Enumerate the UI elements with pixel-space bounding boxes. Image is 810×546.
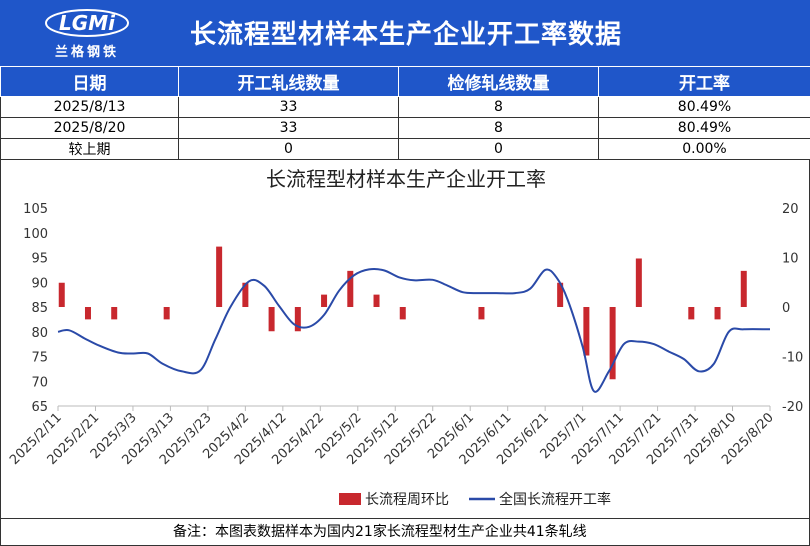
column-header: 开工轧线数量 [178,66,399,97]
bar-week-change [216,246,223,307]
bar-week-change [84,307,91,320]
chart-title: 长流程型材样本生产企业开工率 [266,167,546,191]
bar-week-change [347,270,354,307]
bar-week-change [321,294,328,307]
y-left-tick-label: 65 [31,400,48,415]
table-row: 2025/8/13 33 8 80.49% [0,96,810,118]
y-right-tick-label: -20 [782,400,803,415]
bar-week-change [583,307,590,356]
bar-week-change [294,307,301,332]
bar-week-change [557,282,564,307]
operating-rate-chart: 65707580859095100105-20-10010202025/2/11… [7,202,803,508]
table-cell: 8 [398,96,599,118]
y-left-tick-label: 90 [31,276,48,291]
table-cell: 较上期 [0,138,179,160]
y-right-tick-label: 0 [782,301,790,316]
y-left-tick-label: 75 [31,351,48,366]
bar-week-change [373,294,380,307]
logo-text: LGMi [59,11,116,35]
bar-week-change [58,282,65,307]
table-cell: 0 [178,138,399,160]
bar-week-change [242,282,249,307]
table-cell: 2025/8/13 [0,96,179,118]
page-title: 长流程型材样本生产企业开工率数据 [190,20,623,50]
legend-line-label: 全国长流程开工率 [499,491,611,508]
chart-panel: 65 70 75 80 85 90 95 100 105 -20 -10 0 10 20 2025/2/11… [0,159,810,518]
column-header: 开工率 [598,66,810,97]
table-cell: 33 [178,96,399,118]
bar-week-change [740,270,747,307]
y-left-tick-label: 80 [31,326,48,341]
table-row: 较上期 0 0 0.00% [0,138,810,160]
table-cell: 2025/8/20 [0,117,179,139]
header-banner: LGMi 兰格钢铁 长流程型材样本生产企业开工率数据 [0,0,810,66]
bar-week-change [399,307,406,320]
summary-table: 日期 开工轧线数量 检修轧线数量 开工率 2025/8/13 33 8 80.4… [0,66,810,160]
table-cell: 0.00% [598,138,810,160]
column-header: 日期 [0,66,179,97]
company-logo: LGMi 兰格钢铁 [44,8,130,60]
y-left-tick-label: 70 [31,375,48,390]
legend-bar-label: 长流程周环比 [365,492,449,508]
y-right-tick-label: 20 [782,202,799,217]
footer-note: 备注：本图表数据样本为国内21家长流程型材生产企业共41条轧线 [0,518,810,546]
table-cell: 80.49% [598,96,810,118]
column-header: 检修轧线数量 [398,66,599,97]
table-cell: 33 [178,117,399,139]
bar-week-change [163,307,170,320]
table-cell: 80.49% [598,117,810,139]
y-left-tick-label: 95 [31,252,48,267]
bar-week-change [714,307,721,320]
bar-week-change [635,258,642,307]
bar-week-change [111,307,118,320]
logo-subtitle: 兰格钢铁 [54,45,119,60]
bar-week-change [609,307,616,380]
legend-bar-swatch [339,493,361,505]
y-left-tick-label: 105 [23,202,48,217]
table-cell: 8 [398,117,599,139]
bar-week-change [478,307,485,320]
table-header-row: 日期 开工轧线数量 检修轧线数量 开工率 [0,66,810,97]
line-operating-rate [57,267,771,393]
table-row: 2025/8/20 33 8 80.49% [0,117,810,139]
y-right-tick-label: -10 [782,351,803,366]
bar-week-change [688,307,695,320]
y-left-tick-label: 100 [23,227,48,242]
y-left-tick-label: 85 [31,301,48,316]
bar-week-change [268,307,275,332]
table-cell: 0 [398,138,599,160]
y-right-tick-label: 10 [782,252,799,267]
